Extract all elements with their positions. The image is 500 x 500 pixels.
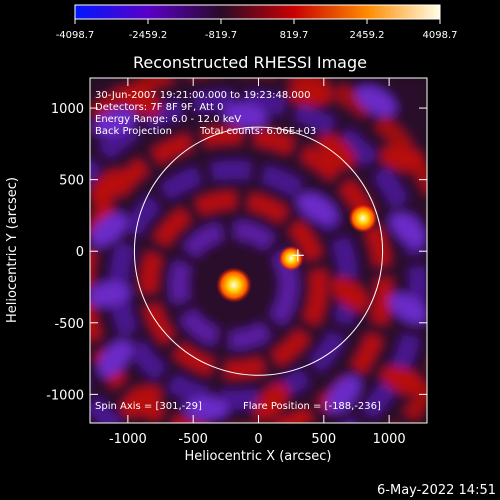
heatmap-blob	[90, 281, 131, 307]
annotation-spin-axis: Spin Axis = [301,-29]	[95, 401, 202, 412]
heatmap-blob	[356, 85, 397, 117]
heatmap-blob	[120, 85, 161, 117]
colorbar-tick-label: 4098.7	[423, 30, 458, 41]
colorbar-ticks: -4098.7 -2459.2 -819.7 819.7 2459.2 4098.7	[56, 19, 458, 41]
solar-limb-circle	[133, 126, 384, 376]
source-1	[348, 203, 378, 234]
heatmap-blob	[288, 81, 333, 106]
x-tick-label: 500	[311, 432, 336, 447]
chart-title: Reconstructed RHESSI Image	[133, 53, 367, 72]
heatmap-blob	[297, 193, 338, 224]
heatmap-ring	[90, 127, 392, 423]
heatmap-blob	[326, 375, 361, 413]
heatmap-structure	[90, 78, 427, 423]
source-0	[215, 267, 252, 303]
x-tick-label: -500	[178, 432, 208, 447]
annotation-energy: Energy Range: 6.0 - 12.0 keV	[95, 114, 241, 125]
annotation-counts: Total counts: 6.06E+03	[199, 126, 316, 137]
heatmap-image	[90, 78, 427, 423]
annotation-detectors: Detectors: 7F 8F 9F, Att 0	[95, 102, 223, 113]
colorbar-tick-label: 2459.2	[349, 30, 384, 41]
heatmap-blob	[381, 366, 424, 394]
annotation-method: Back Projection	[95, 126, 172, 137]
colorbar-tick-label: -2459.2	[129, 30, 168, 41]
spin-axis-marker	[291, 249, 304, 262]
heatmap-blob	[318, 134, 356, 168]
x-tick-label: 0	[254, 432, 262, 447]
y-tick-label: 0	[76, 245, 84, 260]
colorbar-tick-label: -819.7	[205, 30, 237, 41]
colorbar-tick-label: -4098.7	[56, 30, 95, 41]
x-axis-ticks: -1000 -500 0 500 1000	[109, 78, 406, 447]
x-axis-label: Heliocentric X (arcsec)	[185, 449, 332, 464]
heatmap-blob	[90, 169, 127, 204]
heatmap-blob	[380, 145, 424, 171]
annotation-flare-position: Flare Position = [-188,-236]	[243, 401, 381, 412]
colorbar	[74, 4, 441, 20]
heatmap-ring	[90, 91, 427, 423]
heatmap-blob	[390, 212, 427, 247]
heatmap-ring	[140, 192, 327, 378]
y-tick-label: 1000	[51, 102, 84, 117]
y-tick-label: 500	[59, 174, 84, 189]
colorbar-tick-label: 819.7	[280, 30, 309, 41]
footer-date: 6-May-2022 14:51	[377, 483, 496, 498]
heatmap-blob	[90, 212, 127, 247]
x-tick-label: 1000	[373, 432, 406, 447]
annotation-time: 30-Jun-2007 19:21:00.000 to 19:23:48.000	[95, 90, 311, 101]
y-tick-label: -500	[54, 317, 84, 332]
heatmap-ring	[169, 221, 298, 349]
heatmap-blob	[184, 396, 229, 421]
heatmap-blob	[331, 277, 369, 312]
heatmap-blob	[388, 293, 427, 324]
heatmap-blob	[93, 108, 136, 136]
heatmap-blob	[97, 340, 132, 378]
x-tick-label: -1000	[109, 432, 147, 447]
heatmap-blob	[254, 382, 289, 421]
heatmap-blob	[120, 386, 161, 417]
y-tick-label: -1000	[46, 388, 84, 403]
y-axis-label: Heliocentric Y (arcsec)	[5, 177, 20, 323]
y-axis-ticks: 1000 500 0 -500 -1000	[46, 102, 427, 403]
heatmap-blob	[223, 102, 268, 128]
source-2	[278, 245, 305, 272]
